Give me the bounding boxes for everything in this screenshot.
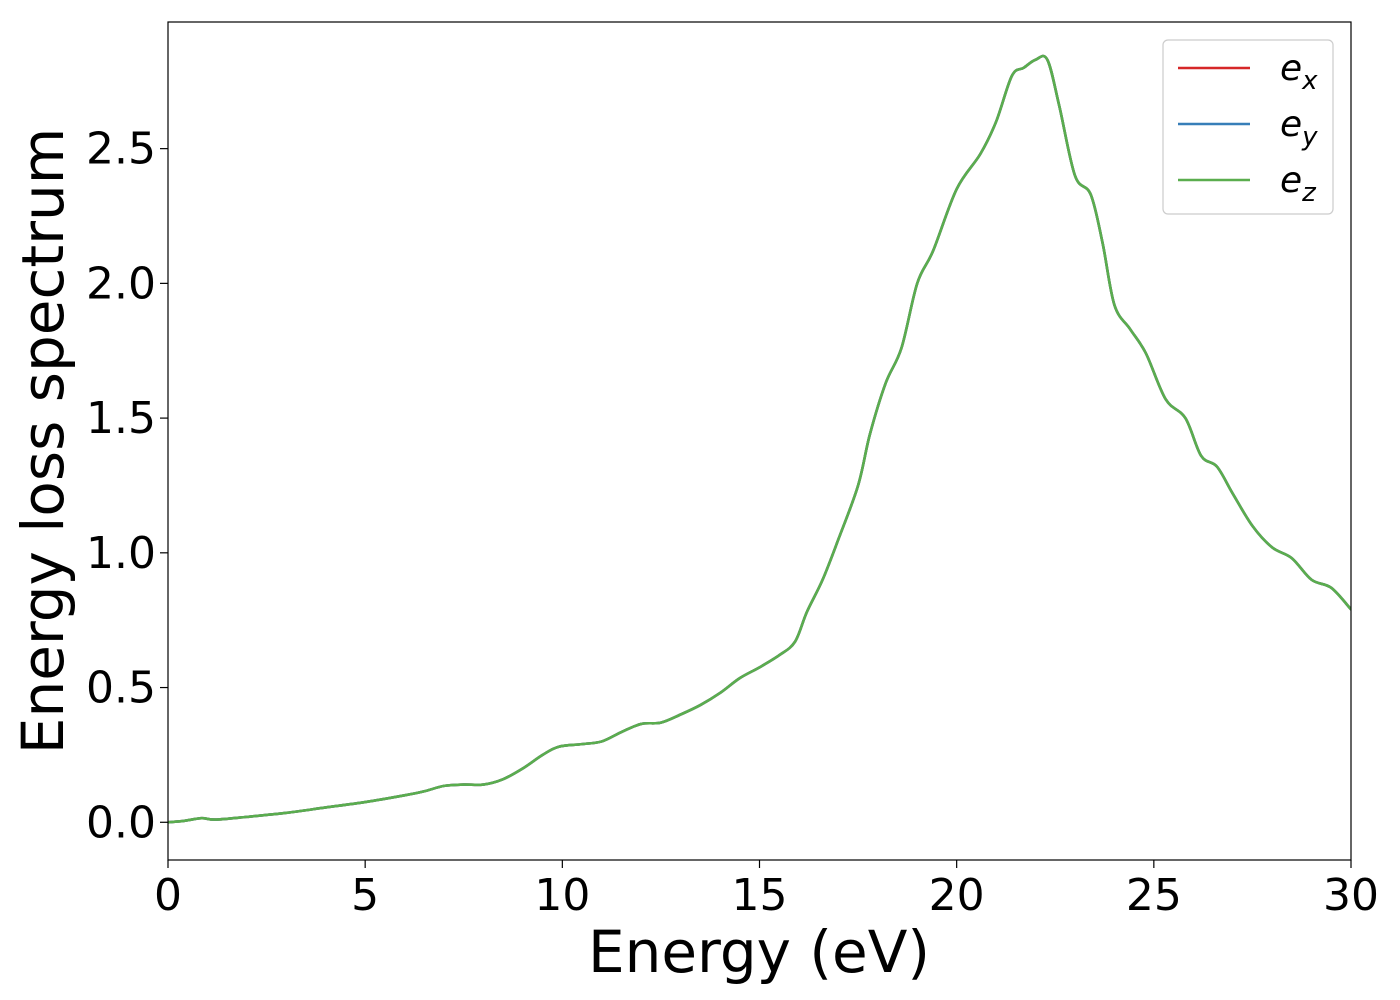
x-tick-label: 30 (1323, 870, 1379, 921)
y-axis-title: Energy loss spectrum (9, 128, 77, 754)
legend-box (1162, 39, 1334, 215)
y-axis: 0.0 0.5 1.0 1.5 2.0 2.5 (86, 124, 168, 848)
series-layer (168, 54, 1351, 824)
x-tick-label: 5 (351, 870, 379, 921)
x-tick-label: 10 (534, 870, 590, 921)
y-tick-label: 1.0 (86, 528, 156, 579)
y-tick-label: 0.0 (86, 797, 156, 848)
x-axis-title: Energy (eV) (588, 918, 930, 986)
x-tick-label: 0 (154, 870, 182, 921)
y-tick-label: 2.5 (86, 124, 156, 175)
x-tick-label: 15 (732, 870, 788, 921)
y-tick-label: 2.0 (86, 258, 156, 309)
x-tick-label: 25 (1126, 870, 1182, 921)
x-axis: 0 5 10 15 20 25 30 (154, 860, 1379, 921)
y-tick-label: 1.5 (86, 393, 156, 444)
x-tick-label: 20 (929, 870, 985, 921)
series-line-e-z (168, 54, 1351, 824)
y-tick-label: 0.5 (86, 663, 156, 714)
